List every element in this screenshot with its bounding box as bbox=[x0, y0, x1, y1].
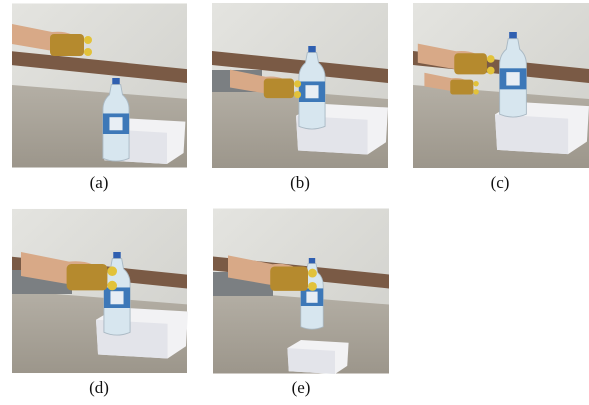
panel-label: (d) bbox=[89, 378, 109, 397]
panel-label: (e) bbox=[292, 378, 311, 397]
photo-panel bbox=[413, 3, 589, 168]
panel-label: (b) bbox=[290, 173, 310, 192]
photo-panel bbox=[213, 208, 389, 374]
panel-label: (c) bbox=[491, 173, 510, 192]
photo-panel bbox=[12, 208, 188, 374]
photo-panel bbox=[212, 3, 388, 168]
panel-label: (a) bbox=[90, 173, 109, 192]
photo-panel bbox=[12, 3, 187, 168]
